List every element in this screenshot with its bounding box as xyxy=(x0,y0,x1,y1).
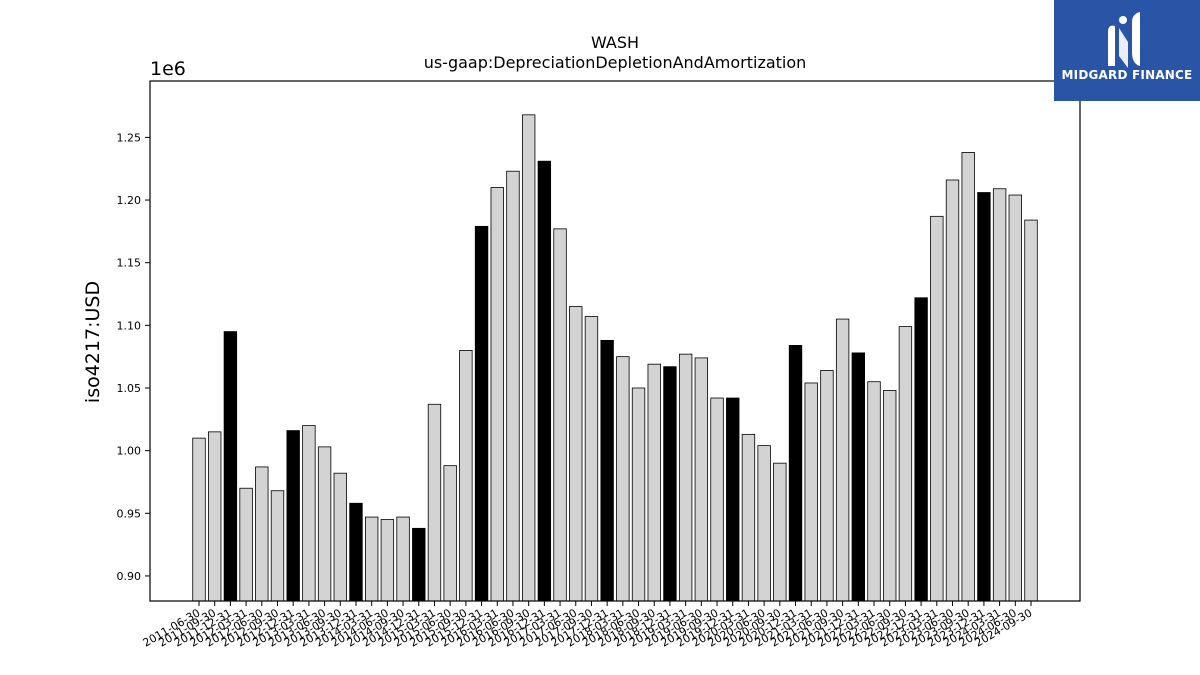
bar-2012-06-30 xyxy=(255,466,269,602)
y-tick-label: 1.00 xyxy=(117,445,142,458)
bar-2020-09-30 xyxy=(773,462,787,602)
bar-2018-12-31 xyxy=(663,366,677,602)
bar-2016-12-31 xyxy=(537,160,552,602)
bar-2022-06-30 xyxy=(883,390,897,602)
bar-2022-09-30 xyxy=(898,326,913,602)
chart-subtitle: us-gaap:DepreciationDepletionAndAmortiza… xyxy=(424,53,807,72)
bar-2021-06-30 xyxy=(820,370,834,602)
chart-title: WASH xyxy=(591,33,639,52)
brand-logo: MIDGARD FINANCE xyxy=(1054,0,1200,101)
bar-2018-03-31 xyxy=(616,356,630,602)
bar-2017-03-31 xyxy=(553,228,567,602)
bar-2011-06-30 xyxy=(192,437,206,602)
y-tick-label: 1.25 xyxy=(117,131,142,144)
y-tick-label: 0.90 xyxy=(117,570,142,583)
bar-2016-09-30 xyxy=(521,114,536,602)
y-tick-label: 1.15 xyxy=(117,257,142,270)
bar-2014-09-30 xyxy=(396,516,410,602)
y-axis-label: iso4217:USD xyxy=(82,281,104,403)
bar-2024-03-31 xyxy=(992,188,1007,602)
bar-2013-12-31 xyxy=(349,502,363,602)
bar-2013-09-30 xyxy=(333,472,347,602)
bar-2014-03-31 xyxy=(364,516,379,602)
bar-2013-06-30 xyxy=(317,446,332,602)
bar-2024-09-30 xyxy=(1024,219,1038,602)
y-tick-label: 1.05 xyxy=(117,382,142,395)
bar-2019-12-31 xyxy=(726,397,740,602)
bar-2021-09-30 xyxy=(835,318,850,602)
bar-2020-06-30 xyxy=(757,445,771,602)
bar-2014-06-30 xyxy=(380,519,395,602)
bar-2017-09-30 xyxy=(584,316,599,602)
bar-2022-12-31 xyxy=(914,297,928,602)
bar-2015-06-30 xyxy=(443,465,457,602)
bar-2016-03-31 xyxy=(490,187,504,602)
bar-2019-09-30 xyxy=(710,397,724,602)
bar-2020-12-31 xyxy=(788,344,803,602)
y-tick-label: 1.10 xyxy=(117,319,142,332)
y-tick-label: 0.95 xyxy=(117,507,142,520)
bar-2018-06-30 xyxy=(631,387,646,602)
bar-2015-09-30 xyxy=(459,349,473,602)
bar-2023-06-30 xyxy=(945,179,960,602)
bar-2018-09-30 xyxy=(647,363,661,602)
bar-2024-06-30 xyxy=(1008,194,1022,602)
bar-2023-09-30 xyxy=(961,152,975,602)
y-offset-text: 1e6 xyxy=(150,58,186,80)
plot-frame xyxy=(149,80,1081,602)
bar-2014-12-31 xyxy=(412,527,426,602)
bar-2023-03-31 xyxy=(930,215,944,602)
bar-2019-03-31 xyxy=(678,353,693,602)
bar-2021-03-31 xyxy=(804,382,818,602)
bar-2020-03-31 xyxy=(741,433,756,602)
bar-2012-12-31 xyxy=(286,430,300,602)
bar-2017-12-31 xyxy=(600,339,614,602)
bar-2013-03-31 xyxy=(302,425,316,602)
bar-2019-06-30 xyxy=(694,357,709,602)
bar-2011-12-31 xyxy=(223,331,238,602)
bar-2023-12-31 xyxy=(977,192,991,602)
bar-2015-03-31 xyxy=(427,403,442,602)
bar-2017-06-30 xyxy=(569,306,583,602)
logo-text: MIDGARD FINANCE xyxy=(1061,68,1193,82)
midgard-m-logo-icon xyxy=(1108,12,1140,68)
bar-2015-12-31 xyxy=(474,225,489,602)
bar-2016-06-30 xyxy=(506,170,520,602)
bar-2012-03-31 xyxy=(239,487,253,602)
bar-2012-09-30 xyxy=(270,490,285,602)
bar-2022-03-31 xyxy=(867,381,881,602)
y-tick-label: 1.20 xyxy=(117,194,142,207)
bar-2021-12-31 xyxy=(851,352,865,602)
bar-2011-09-30 xyxy=(208,431,222,602)
